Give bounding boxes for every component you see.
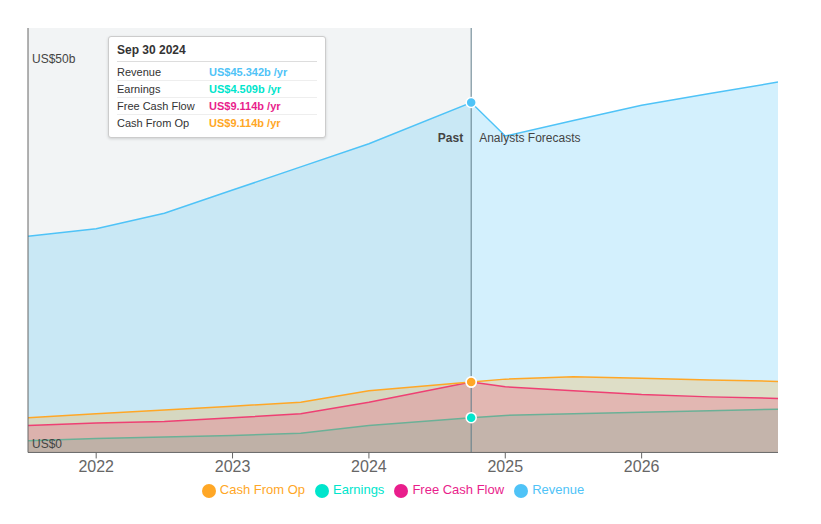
html-text:Free Cash Flow: Free Cash Flow (412, 482, 505, 498)
html-text:Earnings: Earnings (333, 482, 385, 498)
svg-text:2024: 2024 (351, 458, 387, 475)
html-text:Cash From Op: Cash From Op (117, 117, 190, 129)
svg-text:2022: 2022 (78, 458, 114, 475)
html-text:US$4.509b /yr: US$4.509b /yr (209, 83, 282, 95)
html-text:Earnings: Earnings (117, 83, 161, 95)
svg-text:Analysts Forecasts: Analysts Forecasts (479, 131, 580, 145)
svg-text:US$50b: US$50b (32, 52, 76, 66)
svg-text:2025: 2025 (487, 458, 523, 475)
html-text:Revenue: Revenue (117, 66, 161, 78)
html-text:Sep 30 2024: Sep 30 2024 (117, 43, 186, 57)
html-text:US$9.114b /yr: US$9.114b /yr (209, 100, 281, 112)
html-text:US$9.114b /yr: US$9.114b /yr (209, 117, 281, 129)
html-text:Revenue: Revenue (532, 482, 585, 498)
svg-text:2026: 2026 (624, 458, 660, 475)
html-text:US$45.342b /yr: US$45.342b /yr (209, 66, 288, 78)
svg-text:2023: 2023 (215, 458, 251, 475)
html-text:Free Cash Flow: Free Cash Flow (117, 100, 195, 112)
html-text:Cash From Op: Cash From Op (219, 482, 306, 498)
svg-text:US$0: US$0 (32, 437, 62, 451)
svg-text:Past: Past (438, 131, 463, 145)
